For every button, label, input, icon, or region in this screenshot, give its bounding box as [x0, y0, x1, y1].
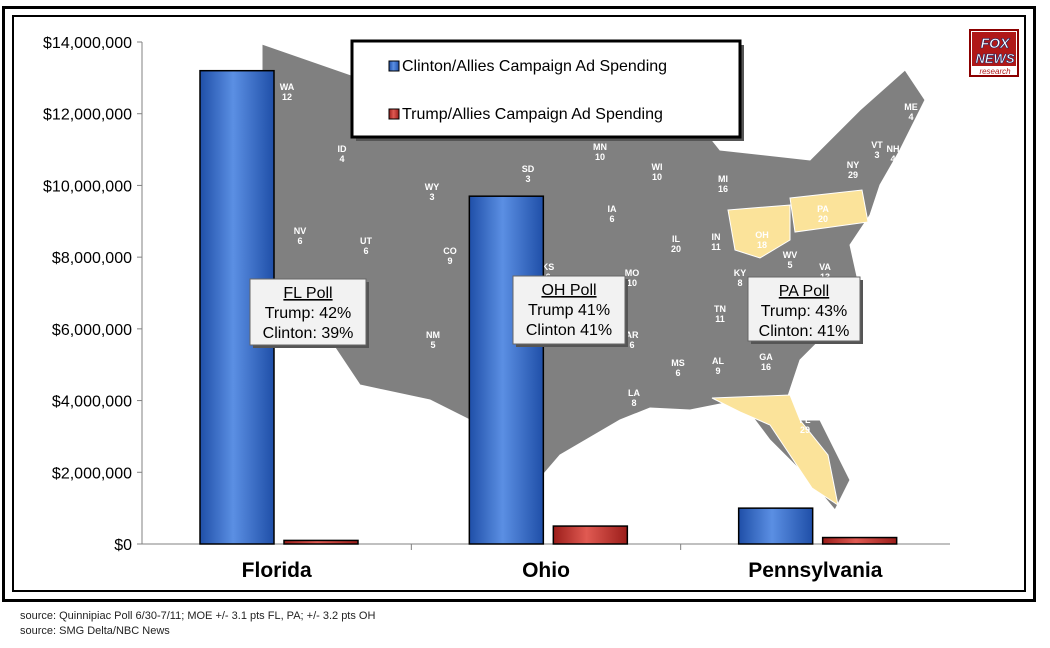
map-label-wi: WI 10 — [652, 162, 663, 182]
y-tick-label: $12,000,000 — [43, 107, 132, 124]
logo-news-text: NEWS — [976, 51, 1015, 66]
logo-research-text: research — [979, 67, 1011, 76]
map-label-il: IL 20 — [671, 234, 681, 254]
map-label-nm: NM 5 — [426, 330, 440, 350]
map-label-co: CO 9 — [443, 246, 457, 266]
map-label-nv: NV 6 — [294, 226, 307, 246]
x-category-label: Ohio — [522, 559, 570, 582]
poll-title: OH Poll — [541, 282, 596, 299]
legend: Clinton/Allies Campaign Ad Spending Trump… — [350, 39, 744, 141]
map-florida-highlight — [711, 394, 839, 507]
map-label-mi: MI 16 — [718, 174, 728, 194]
map-label-me: ME 4 — [904, 102, 918, 122]
poll-box — [747, 276, 861, 342]
map-label-mo: MO 10 — [625, 268, 640, 288]
legend-label-clinton: Clinton/Allies Campaign Ad Spending — [402, 58, 667, 75]
poll-title: PA Poll — [779, 283, 829, 300]
legend-box — [350, 39, 742, 139]
poll-title: FL Poll — [283, 285, 332, 302]
logo-red-block — [972, 32, 1016, 66]
poll-line-trump: Trump 41% — [528, 302, 610, 319]
bar-clinton-ohio — [468, 195, 545, 545]
poll-box — [512, 275, 626, 345]
poll-line-trump: Trump: 42% — [265, 305, 352, 322]
y-tick-label: $8,000,000 — [52, 250, 132, 267]
map-label-id: ID 4 — [338, 144, 348, 164]
map-label-ny: NY 29 — [847, 160, 860, 180]
source-line-1: source: Quinnipiac Poll 6/30-7/11; MOE +… — [20, 610, 376, 622]
legend-swatch-clinton — [388, 60, 400, 72]
y-tick-label: $14,000,000 — [43, 35, 132, 52]
x-category-label: Florida — [242, 559, 312, 582]
map-label-pa: PA 20 — [817, 204, 829, 224]
map-label-oh: OH 18 — [755, 230, 769, 250]
map-label-in: IN 11 — [711, 232, 721, 252]
bar-trump-florida — [283, 539, 359, 545]
map-label-ky: KY 8 — [734, 268, 747, 288]
map-label-fl: FL 29 — [800, 415, 811, 435]
poll-annotation-florida: FL Poll Trump: 42% Clinton: 39% — [249, 278, 369, 348]
map-pennsylvania-highlight — [789, 189, 869, 233]
y-tick-label: $6,000,000 — [52, 322, 132, 339]
map-label-wy: WY 3 — [425, 182, 440, 202]
poll-box — [249, 278, 367, 346]
map-label-vt: VT 3 — [871, 140, 883, 160]
y-tick-label: $10,000,000 — [43, 178, 132, 195]
map-label-ga: GA 16 — [759, 352, 773, 372]
map-label-mn: MN 10 — [593, 142, 607, 162]
map-label-ut: UT 6 — [360, 236, 372, 256]
map-label-nh: NH 4 — [887, 144, 900, 164]
poll-annotation-pennsylvania: PA Poll Trump: 43% Clinton: 41% — [747, 276, 863, 344]
x-category-label: Pennsylvania — [748, 559, 883, 582]
poll-line-clinton: Clinton 41% — [526, 322, 612, 339]
map-label-ia: IA 6 — [608, 204, 618, 224]
legend-swatch-trump — [388, 108, 400, 120]
poll-line-trump: Trump: 43% — [761, 303, 848, 320]
map-label-ar: AR 6 — [626, 330, 639, 350]
map-label-al: AL 9 — [712, 356, 724, 376]
y-tick-label: $0 — [114, 537, 132, 554]
map-label-la: LA 8 — [628, 388, 640, 408]
map-label-ms: MS 6 — [671, 358, 685, 378]
legend-label-trump: Trump/Allies Campaign Ad Spending — [402, 106, 663, 123]
map-label-tn: TN 11 — [714, 304, 726, 324]
bar-clinton-pennsylvania — [737, 507, 814, 545]
map-label-sd: SD 3 — [522, 164, 535, 184]
bar-trump-ohio — [552, 525, 629, 545]
source-line-2: source: SMG Delta/NBC News — [20, 625, 170, 637]
poll-line-clinton: Clinton: 41% — [759, 323, 850, 340]
map-ohio-highlight — [727, 204, 791, 259]
map-label-wa: WA 12 — [280, 82, 295, 102]
y-tick-label: $2,000,000 — [52, 465, 132, 482]
poll-line-clinton: Clinton: 39% — [263, 325, 354, 342]
y-tick-label: $4,000,000 — [52, 394, 132, 411]
bar-trump-pennsylvania — [821, 536, 898, 545]
map-label-wv: WV 5 — [783, 250, 798, 270]
logo-fox-text: FOX — [981, 35, 1011, 51]
poll-annotation-ohio: OH Poll Trump 41% Clinton 41% — [512, 275, 628, 347]
